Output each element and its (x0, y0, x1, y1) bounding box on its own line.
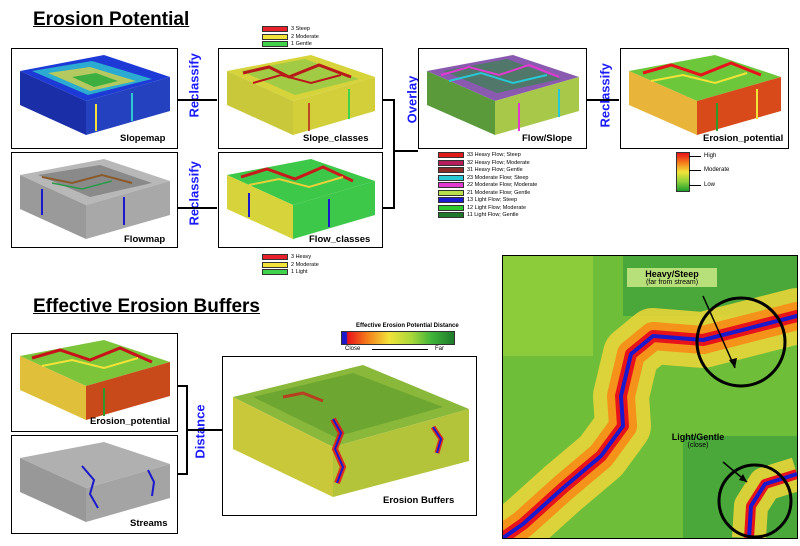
legend-swatch (438, 189, 464, 196)
legend-label: 22 Moderate Flow; Moderate (467, 182, 538, 189)
connector (394, 150, 418, 152)
legend-label: 3 Steep (291, 26, 310, 33)
slope-classes-label: Slope_classes (303, 133, 369, 144)
slope-classes-panel: Slope_classes (218, 48, 383, 149)
slopemap-terrain (20, 55, 170, 135)
erosion-potential-top-terrain (629, 55, 781, 135)
legend-swatch (438, 174, 464, 181)
flowmap-panel: Flowmap (11, 152, 178, 248)
distance-far-label: Far (435, 346, 444, 352)
slopemap-label: Slopemap (120, 133, 166, 144)
legend-label: 2 Moderate (291, 33, 319, 40)
legend-swatch (438, 182, 464, 189)
erosion-potential-bottom-terrain (20, 340, 170, 420)
legend-label: 32 Heavy Flow; Moderate (467, 159, 530, 166)
legend-label: 3 Heavy (291, 254, 312, 261)
light-gentle-circle (717, 463, 793, 538)
erosion-buffers-terrain (233, 365, 469, 497)
legend-label: 33 Heavy Flow; Steep (467, 152, 521, 159)
erosion-potential-bottom-label: Erosion_potential (90, 416, 171, 427)
legend-swatch (262, 41, 288, 48)
connector (177, 385, 187, 387)
flow-slope-panel: Flow/Slope (418, 48, 587, 149)
heavy-steep-label: Heavy/Steep (645, 269, 699, 279)
slopemap-panel: Slopemap (11, 48, 178, 149)
erosion-buffers-label: Erosion Buffers (383, 495, 455, 506)
legend-swatch (262, 26, 288, 33)
flow-classes-terrain (227, 159, 375, 239)
distance-map-panel: Heavy/Steep (far from stream) Light/Gent… (502, 255, 798, 539)
distance-label: Distance (192, 404, 208, 459)
erosion-potential-top-panel: Erosion_potential (620, 48, 789, 149)
legend-swatch (438, 167, 464, 174)
legend-swatch (438, 159, 464, 166)
scale-low-label: Low (704, 182, 716, 188)
connector (177, 473, 187, 475)
flow-slope-label: Flow/Slope (522, 133, 573, 144)
distance-map (503, 256, 797, 538)
erosion-potential-scale (676, 152, 690, 192)
scale-high-label: High (704, 153, 717, 159)
light-gentle-label: Light/Gentle (671, 432, 725, 442)
distance-scale-bar (341, 331, 455, 345)
flow-classes-label: Flow_classes (309, 234, 371, 245)
legend-swatch (438, 197, 464, 204)
legend-swatch (262, 33, 288, 40)
reclassify-label-2: Reclassify (186, 161, 202, 226)
legend-swatch (438, 152, 464, 159)
legend-label: 1 Light (291, 269, 308, 276)
distance-scale-title: Effective Erosion Potential Distance (356, 323, 459, 329)
streams-terrain (20, 442, 170, 522)
legend-swatch (262, 261, 288, 268)
connector (177, 99, 217, 101)
legend-label: 12 Light Flow; Moderate (467, 204, 527, 211)
connector (393, 99, 395, 209)
reclassify-label-1: Reclassify (186, 53, 202, 118)
slope-classes-terrain (227, 55, 375, 135)
erosion-potential-bottom-panel: Erosion_potential (11, 333, 178, 432)
erosion-potential-title: Erosion Potential (33, 9, 190, 30)
heavy-steep-circle (695, 296, 787, 388)
legend-label: 13 Light Flow; Steep (467, 197, 518, 204)
connector (177, 207, 217, 209)
reclassify-label-3: Reclassify (597, 63, 613, 128)
connector (187, 429, 222, 431)
legend-swatch (438, 204, 464, 211)
legend-label: 23 Moderate Flow; Steep (467, 174, 529, 181)
legend-swatch (262, 254, 288, 261)
erosion-buffers-panel: Erosion Buffers (222, 356, 477, 516)
flow-slope-terrain (427, 55, 579, 135)
erosion-potential-top-label: Erosion_potential (703, 133, 784, 144)
legend-label: 31 Heavy Flow; Gentle (467, 167, 523, 174)
flowmap-terrain (20, 159, 170, 239)
distance-close-label: Close (345, 346, 361, 352)
flow-classes-panel: Flow_classes (218, 152, 383, 248)
streams-label: Streams (130, 518, 168, 529)
flow-slope-legend: 33 Heavy Flow; Steep 32 Heavy Flow; Mode… (438, 152, 537, 220)
flow-classes-legend: 3 Heavy 2 Moderate 1 Light (262, 254, 319, 277)
flowmap-label: Flowmap (124, 234, 166, 245)
slope-classes-legend: 3 Steep 2 Moderate 1 Gentle (262, 26, 319, 49)
legend-label: 11 Light Flow; Gentle (467, 212, 519, 219)
connector (380, 207, 394, 209)
light-gentle-sublabel: (close) (687, 442, 709, 449)
legend-label: 21 Moderate Flow; Gentle (467, 189, 531, 196)
connector (380, 99, 394, 101)
legend-label: 1 Gentle (291, 41, 312, 48)
heavy-steep-sublabel: (far from stream) (645, 279, 699, 286)
legend-swatch (438, 212, 464, 219)
scale-moderate-label: Moderate (704, 167, 730, 173)
light-gentle-annotation: Light/Gentle (close) (653, 432, 743, 449)
streams-panel: Streams (11, 435, 178, 534)
legend-label: 2 Moderate (291, 261, 319, 268)
heavy-steep-annotation: Heavy/Steep (far from stream) (627, 268, 717, 287)
connector (585, 99, 619, 101)
effective-buffers-title: Effective Erosion Buffers (33, 296, 260, 317)
legend-swatch (262, 269, 288, 276)
